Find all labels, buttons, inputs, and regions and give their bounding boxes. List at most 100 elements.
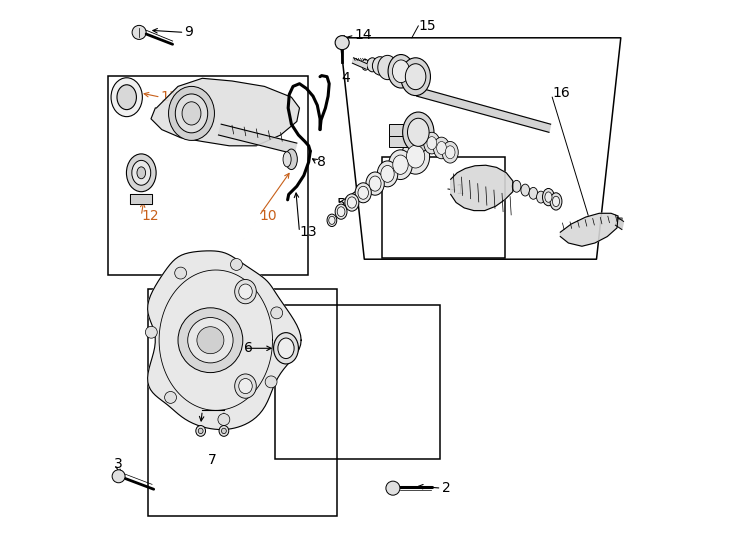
Ellipse shape xyxy=(424,132,440,154)
Ellipse shape xyxy=(283,152,291,167)
Circle shape xyxy=(145,326,157,338)
Ellipse shape xyxy=(347,197,357,208)
Circle shape xyxy=(218,414,230,426)
Polygon shape xyxy=(131,194,152,204)
Ellipse shape xyxy=(366,172,385,195)
Ellipse shape xyxy=(407,118,429,146)
Text: 6: 6 xyxy=(244,341,252,355)
Ellipse shape xyxy=(198,428,203,434)
Ellipse shape xyxy=(337,207,345,217)
Circle shape xyxy=(230,259,242,271)
Ellipse shape xyxy=(329,217,335,224)
Ellipse shape xyxy=(407,145,425,168)
Text: 7: 7 xyxy=(208,453,217,467)
Ellipse shape xyxy=(529,187,537,199)
Ellipse shape xyxy=(512,180,521,192)
Bar xyxy=(108,76,308,275)
Text: 8: 8 xyxy=(317,155,326,169)
Ellipse shape xyxy=(405,64,426,90)
Ellipse shape xyxy=(235,280,256,303)
Text: 1: 1 xyxy=(455,183,464,197)
Ellipse shape xyxy=(222,428,226,434)
Ellipse shape xyxy=(401,139,429,174)
Ellipse shape xyxy=(117,85,137,110)
Circle shape xyxy=(175,267,186,279)
Bar xyxy=(388,136,410,147)
Ellipse shape xyxy=(381,165,394,183)
Ellipse shape xyxy=(393,155,408,174)
Ellipse shape xyxy=(175,94,208,133)
Ellipse shape xyxy=(377,161,398,187)
Ellipse shape xyxy=(537,191,545,203)
Ellipse shape xyxy=(545,192,552,202)
Text: 13: 13 xyxy=(299,225,317,239)
Ellipse shape xyxy=(427,137,437,150)
Ellipse shape xyxy=(132,160,150,185)
Ellipse shape xyxy=(372,57,388,75)
Text: 10: 10 xyxy=(259,209,277,223)
Polygon shape xyxy=(219,124,297,154)
Ellipse shape xyxy=(369,176,381,191)
Polygon shape xyxy=(151,78,299,146)
Circle shape xyxy=(386,481,400,495)
Ellipse shape xyxy=(278,338,294,359)
Ellipse shape xyxy=(378,55,397,79)
Ellipse shape xyxy=(358,186,368,199)
Ellipse shape xyxy=(111,78,142,117)
Circle shape xyxy=(335,36,349,50)
Ellipse shape xyxy=(219,426,229,436)
Text: 11: 11 xyxy=(161,90,178,104)
Ellipse shape xyxy=(367,58,378,72)
Bar xyxy=(382,157,505,258)
Text: 16: 16 xyxy=(552,86,570,100)
Text: 14: 14 xyxy=(355,28,372,42)
Ellipse shape xyxy=(433,137,450,159)
Ellipse shape xyxy=(182,102,201,125)
Text: 12: 12 xyxy=(141,209,159,223)
Ellipse shape xyxy=(327,214,337,226)
Ellipse shape xyxy=(235,374,256,399)
Ellipse shape xyxy=(388,150,413,180)
Circle shape xyxy=(188,318,233,363)
Ellipse shape xyxy=(286,149,297,170)
Bar xyxy=(275,305,440,459)
Ellipse shape xyxy=(521,184,529,196)
Circle shape xyxy=(132,25,146,39)
Ellipse shape xyxy=(169,86,214,140)
Polygon shape xyxy=(615,217,623,230)
Circle shape xyxy=(178,308,243,373)
Text: 2: 2 xyxy=(442,481,450,495)
Ellipse shape xyxy=(388,55,414,88)
Polygon shape xyxy=(417,87,550,132)
Polygon shape xyxy=(560,213,618,246)
Text: 3: 3 xyxy=(115,457,123,471)
Ellipse shape xyxy=(542,188,554,206)
Circle shape xyxy=(271,307,283,319)
Ellipse shape xyxy=(442,141,458,163)
Ellipse shape xyxy=(553,196,559,207)
Ellipse shape xyxy=(362,59,369,70)
Ellipse shape xyxy=(196,426,206,436)
Ellipse shape xyxy=(335,204,347,219)
Ellipse shape xyxy=(355,183,371,202)
Ellipse shape xyxy=(345,194,359,211)
Ellipse shape xyxy=(239,284,252,299)
Text: 5: 5 xyxy=(338,197,346,211)
Ellipse shape xyxy=(403,112,434,152)
Polygon shape xyxy=(451,165,513,211)
Bar xyxy=(148,289,338,516)
Ellipse shape xyxy=(446,146,455,159)
Polygon shape xyxy=(340,38,621,259)
Circle shape xyxy=(164,392,176,403)
Circle shape xyxy=(265,376,277,388)
Bar xyxy=(388,124,410,136)
Ellipse shape xyxy=(550,193,562,210)
Ellipse shape xyxy=(239,379,252,394)
Text: 4: 4 xyxy=(341,71,350,85)
Text: 9: 9 xyxy=(184,25,193,39)
Ellipse shape xyxy=(137,167,145,179)
Ellipse shape xyxy=(274,333,299,364)
Circle shape xyxy=(197,327,224,354)
Ellipse shape xyxy=(393,60,410,83)
Polygon shape xyxy=(352,58,367,69)
